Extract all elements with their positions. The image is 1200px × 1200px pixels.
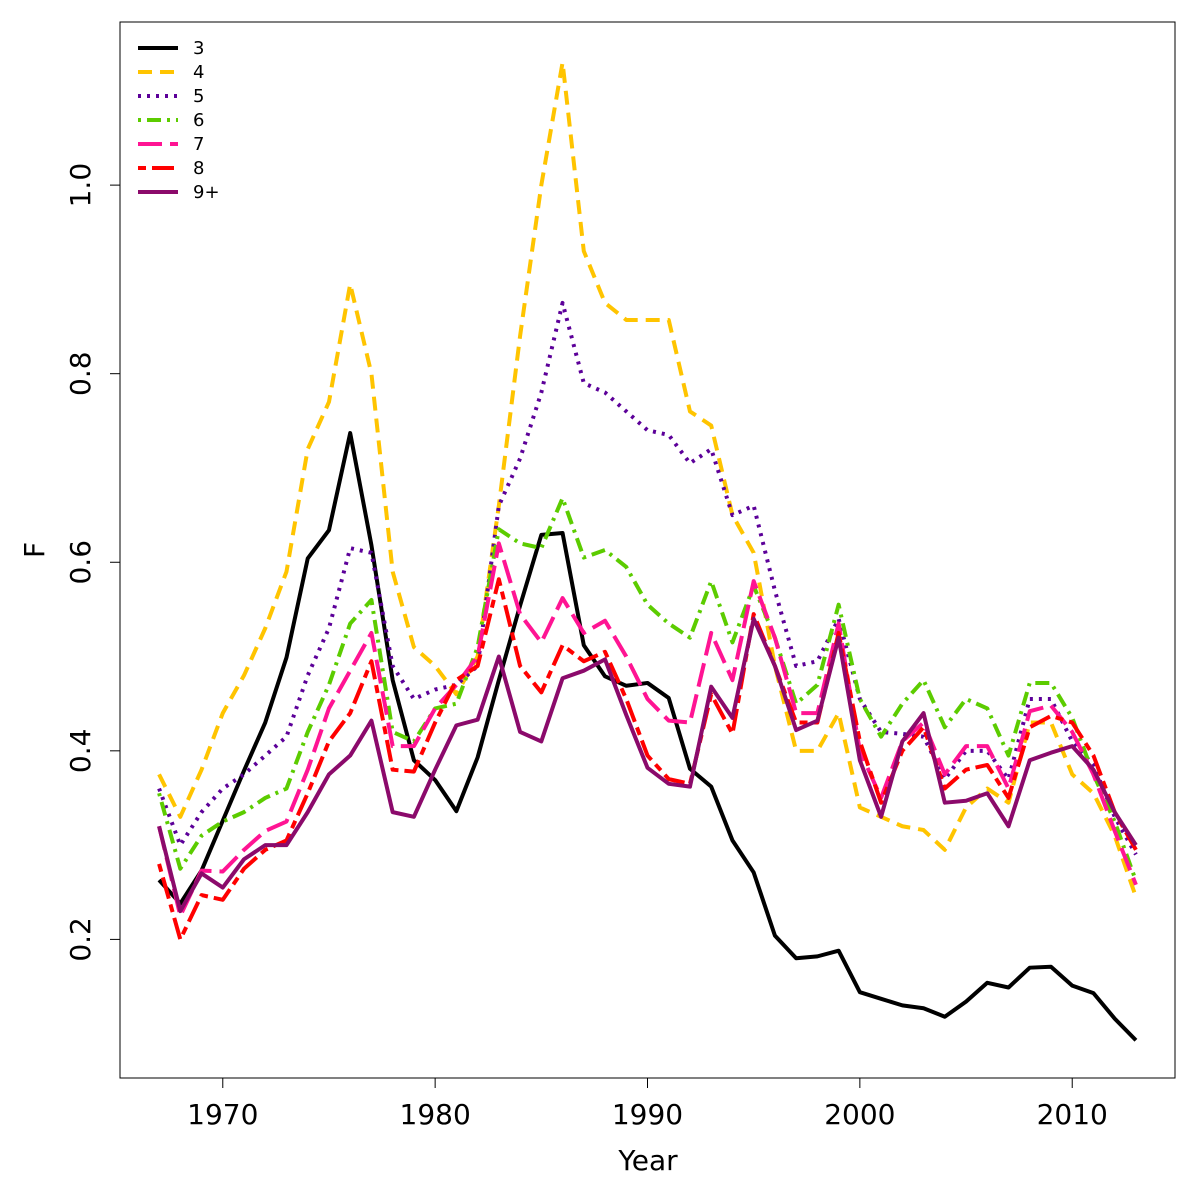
y-tick-label: 0.6 bbox=[64, 540, 97, 585]
x-tick-label: 1970 bbox=[187, 1098, 258, 1131]
x-tick-label: 1990 bbox=[612, 1098, 683, 1131]
legend-label: 5 bbox=[193, 86, 204, 107]
legend-label: 7 bbox=[193, 134, 204, 155]
x-tick-label: 1980 bbox=[400, 1098, 471, 1131]
series-line bbox=[157, 300, 1138, 856]
y-tick-label: 0.8 bbox=[64, 351, 97, 396]
series-line bbox=[157, 577, 1138, 942]
legend-label: 3 bbox=[193, 38, 204, 59]
x-axis-label: Year bbox=[617, 1144, 678, 1177]
y-tick-label: 0.2 bbox=[64, 917, 97, 962]
series-line bbox=[157, 541, 1138, 918]
x-tick-label: 2010 bbox=[1037, 1098, 1108, 1131]
y-axis-label: F bbox=[18, 542, 51, 558]
y-tick-label: 1.0 bbox=[64, 163, 97, 208]
series-line bbox=[157, 431, 1138, 1042]
legend-label: 4 bbox=[193, 62, 204, 83]
legend-label: 8 bbox=[193, 158, 204, 179]
series-line bbox=[157, 496, 1138, 882]
series-line bbox=[157, 616, 1138, 914]
series-line bbox=[157, 60, 1138, 898]
legend-label: 6 bbox=[193, 110, 204, 131]
plot-frame bbox=[119, 21, 1176, 1079]
x-tick-label: 2000 bbox=[824, 1098, 895, 1131]
y-tick-label: 0.4 bbox=[64, 729, 97, 774]
legend-label: 9+ bbox=[193, 182, 220, 203]
